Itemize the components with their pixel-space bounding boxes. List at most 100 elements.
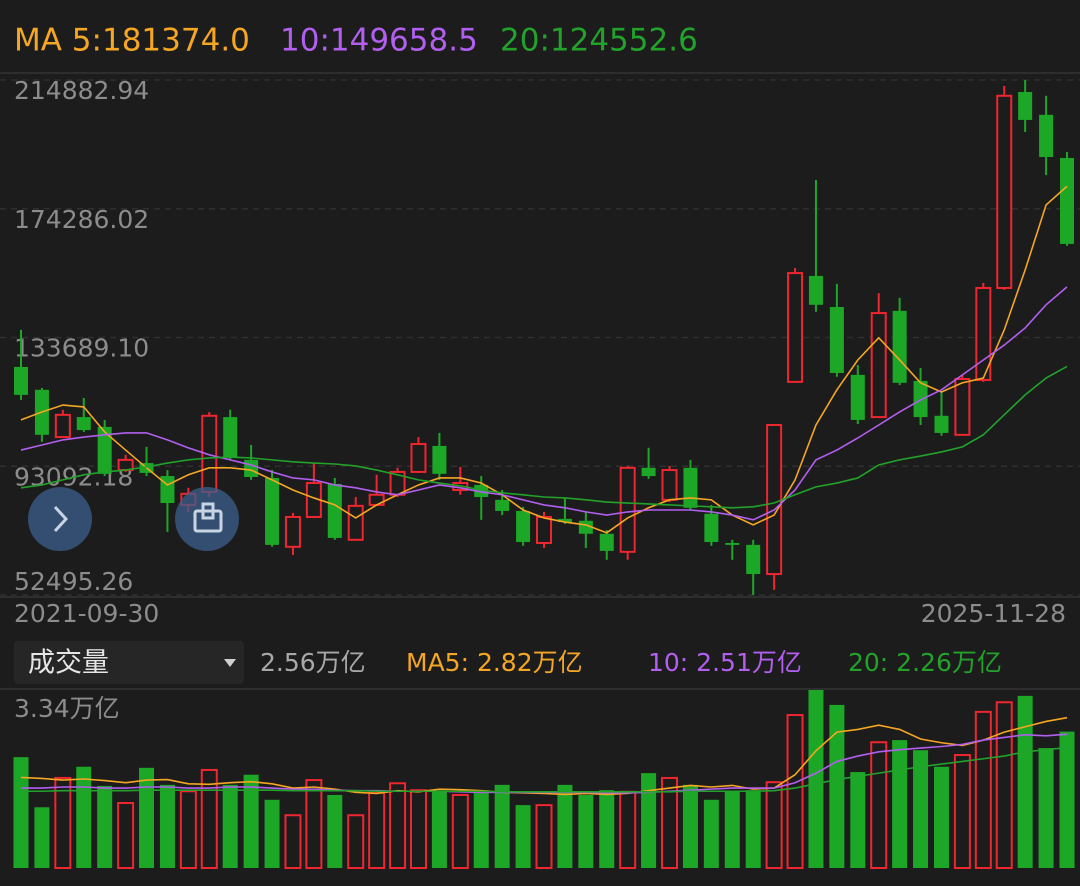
x-tick-label: 2025-11-28 <box>921 599 1066 628</box>
ma-legend: MA 5:181374.0 <box>14 23 250 59</box>
volume-bar <box>409 789 427 869</box>
tool-icon[interactable] <box>193 509 223 533</box>
volume-bar <box>97 785 113 868</box>
candle-body <box>661 469 678 501</box>
candle-body <box>265 477 280 545</box>
volume-bar <box>953 754 971 869</box>
volume-bar <box>599 790 615 868</box>
volume-bar <box>54 776 72 870</box>
candle-body <box>76 417 91 431</box>
candle-body <box>284 515 301 548</box>
volume-selector-label[interactable]: 成交量 <box>28 648 109 679</box>
candle-body <box>619 466 636 553</box>
volume-bar <box>870 741 888 869</box>
expand-button[interactable] <box>28 487 92 551</box>
candle-body <box>474 484 489 497</box>
candle-body <box>54 413 71 439</box>
volume-bar <box>473 790 489 868</box>
candle-body <box>808 275 823 305</box>
volume-bar <box>892 740 908 868</box>
volume-bar <box>578 794 594 868</box>
candle-body <box>766 423 783 576</box>
tool-button[interactable] <box>175 487 239 551</box>
y-tick-label: 174286.02 <box>14 205 149 234</box>
ma-legend: 10:149658.5 <box>280 23 478 59</box>
chevron-icon[interactable] <box>53 505 69 533</box>
marks: 214882.94174286.02133689.1093092.1852495… <box>0 23 1080 870</box>
volume-bar <box>264 799 280 868</box>
candle-body <box>746 544 761 575</box>
candle-body <box>913 380 928 418</box>
candle-body <box>223 417 238 458</box>
volume-legend: 2.56万亿 <box>260 648 366 677</box>
volume-legend: MA5: 2.82万亿 <box>406 648 583 677</box>
volume-bar <box>451 793 469 870</box>
expand-circle[interactable] <box>28 487 92 551</box>
tool-icon[interactable] <box>201 502 215 520</box>
volume-bar <box>765 781 783 870</box>
volume-bar <box>34 807 50 868</box>
volume-bar <box>913 750 929 868</box>
volume-bar <box>850 772 866 868</box>
candle-body <box>829 307 844 373</box>
volume-ma-line <box>21 746 1068 793</box>
candle-body <box>683 467 698 508</box>
candle-body <box>870 312 887 419</box>
candle-body <box>996 94 1013 289</box>
candle-body <box>347 504 364 541</box>
candle-body <box>327 483 342 538</box>
volume-bar <box>974 710 992 869</box>
volume-bar <box>808 690 824 868</box>
candle-body <box>410 443 427 473</box>
x-tick-label: 2021-09-30 <box>14 599 159 628</box>
candle-body <box>641 467 656 477</box>
volume-bar <box>494 784 510 868</box>
volume-bar <box>389 782 407 870</box>
ma-line <box>20 185 1068 534</box>
y-tick-label: 214882.94 <box>14 76 149 105</box>
volume-bar <box>13 757 29 868</box>
candle-body <box>557 518 572 523</box>
volume-bar <box>682 784 698 868</box>
volume-bar <box>786 714 804 870</box>
volume-bar <box>243 774 259 868</box>
y-tick-label: 52495.26 <box>14 567 133 596</box>
candle-body <box>14 366 28 395</box>
volume-bar <box>139 767 155 868</box>
candle-body <box>1039 114 1054 158</box>
candle-body <box>599 533 614 551</box>
candle-body <box>432 445 447 474</box>
volume-legend: 20: 2.26万亿 <box>848 648 1002 677</box>
volume-bar <box>933 766 949 868</box>
ma-line <box>20 286 1068 521</box>
ma-line <box>20 365 1068 509</box>
candle-body <box>934 415 949 433</box>
candle-body <box>704 513 719 543</box>
volume-bar <box>1038 748 1054 868</box>
volume-bar <box>368 791 386 869</box>
volume-bar <box>76 766 92 868</box>
volume-bar <box>431 790 447 868</box>
volume-ma-line <box>20 716 1068 796</box>
ma-legend: 20:124552.6 <box>500 23 698 59</box>
candle-body <box>725 542 740 545</box>
volume-selector[interactable] <box>14 641 244 684</box>
volume-bar <box>327 794 343 868</box>
dropdown-arrow[interactable] <box>224 659 236 667</box>
candle-body <box>536 515 552 544</box>
y-tick-label: 3.34万亿 <box>14 694 120 723</box>
candle-body <box>516 510 531 543</box>
volume-bar <box>995 701 1013 870</box>
volume-bar <box>1017 695 1033 868</box>
candle-body <box>495 499 510 511</box>
volume-bar <box>117 801 135 870</box>
volume-bar <box>159 784 175 868</box>
volume-bar <box>347 814 365 869</box>
volume-bar <box>724 791 740 868</box>
volume-bar <box>557 784 573 868</box>
volume-bar <box>179 790 197 870</box>
volume-bar <box>619 790 637 869</box>
volume-bar <box>515 805 531 868</box>
